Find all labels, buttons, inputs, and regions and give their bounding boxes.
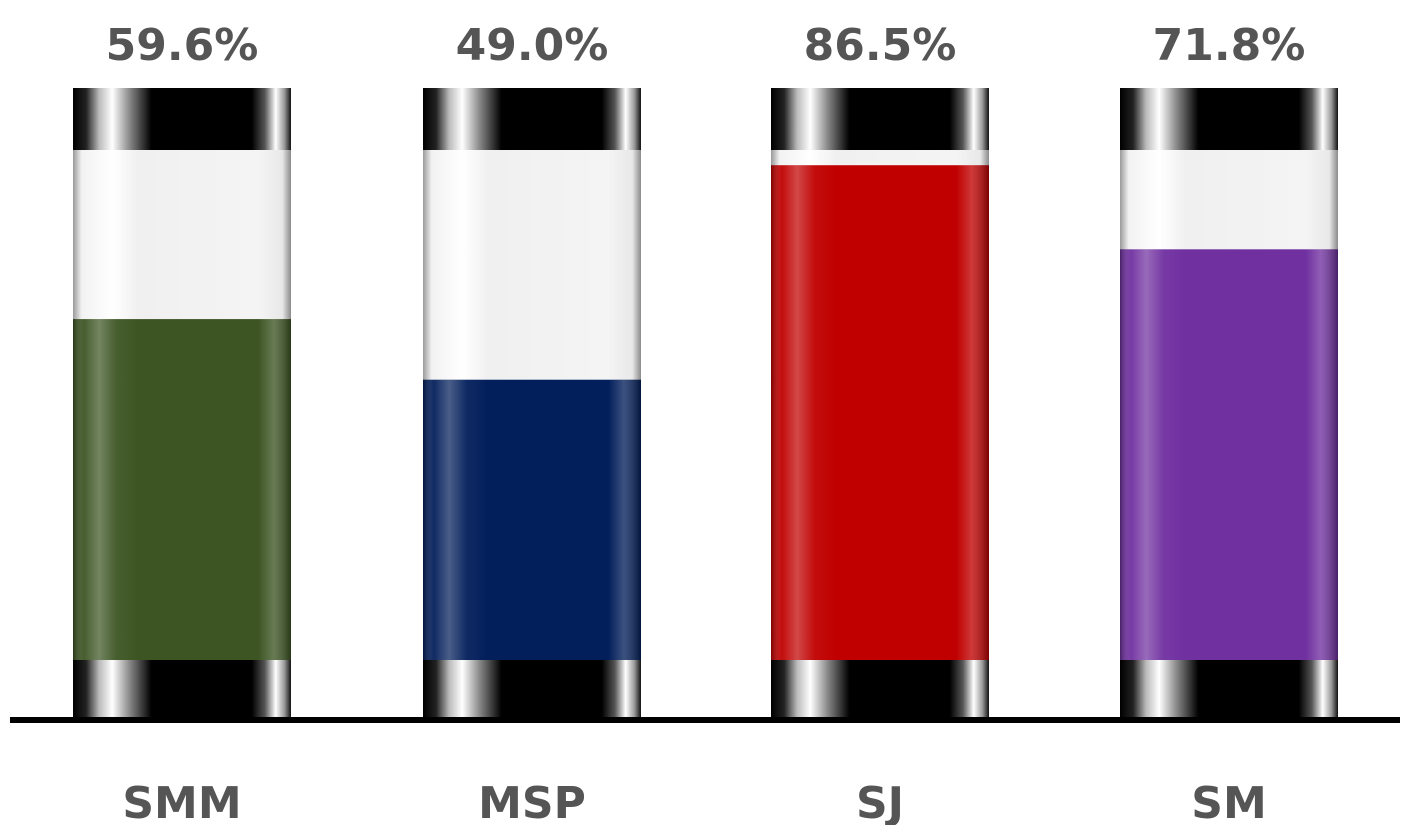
category-label: SJ <box>856 778 904 825</box>
bar-sm: 71.8% SM <box>1120 20 1338 825</box>
bar-fill-shine <box>771 165 989 660</box>
bar-fill-shine <box>1120 249 1338 660</box>
tube-top-cap <box>771 88 989 150</box>
value-label: 86.5% <box>804 20 957 71</box>
category-label: MSP <box>478 778 586 825</box>
value-label: 49.0% <box>456 20 609 71</box>
bar-msp: 49.0% MSP <box>423 20 641 825</box>
tube-bottom-cap <box>423 660 641 718</box>
tube-top-cap <box>73 88 291 150</box>
bar-sj: 86.5% SJ <box>771 20 989 825</box>
bar-fill-shine <box>73 319 291 660</box>
tube-bottom-cap <box>73 660 291 718</box>
bar-fill-shine <box>423 379 641 660</box>
category-label: SM <box>1191 778 1266 825</box>
bar-smm: 59.6% SMM <box>73 20 291 825</box>
bars-group: 59.6% SMM 49.0% MSP 86.5% SJ 71.8% SM <box>73 20 1338 825</box>
tube-top-cap <box>423 88 641 150</box>
tube-bottom-cap <box>1120 660 1338 718</box>
tube-top-cap <box>1120 88 1338 150</box>
tube-bottom-cap <box>771 660 989 718</box>
category-label: SMM <box>122 778 241 825</box>
value-label: 71.8% <box>1153 20 1306 71</box>
value-label: 59.6% <box>106 20 259 71</box>
